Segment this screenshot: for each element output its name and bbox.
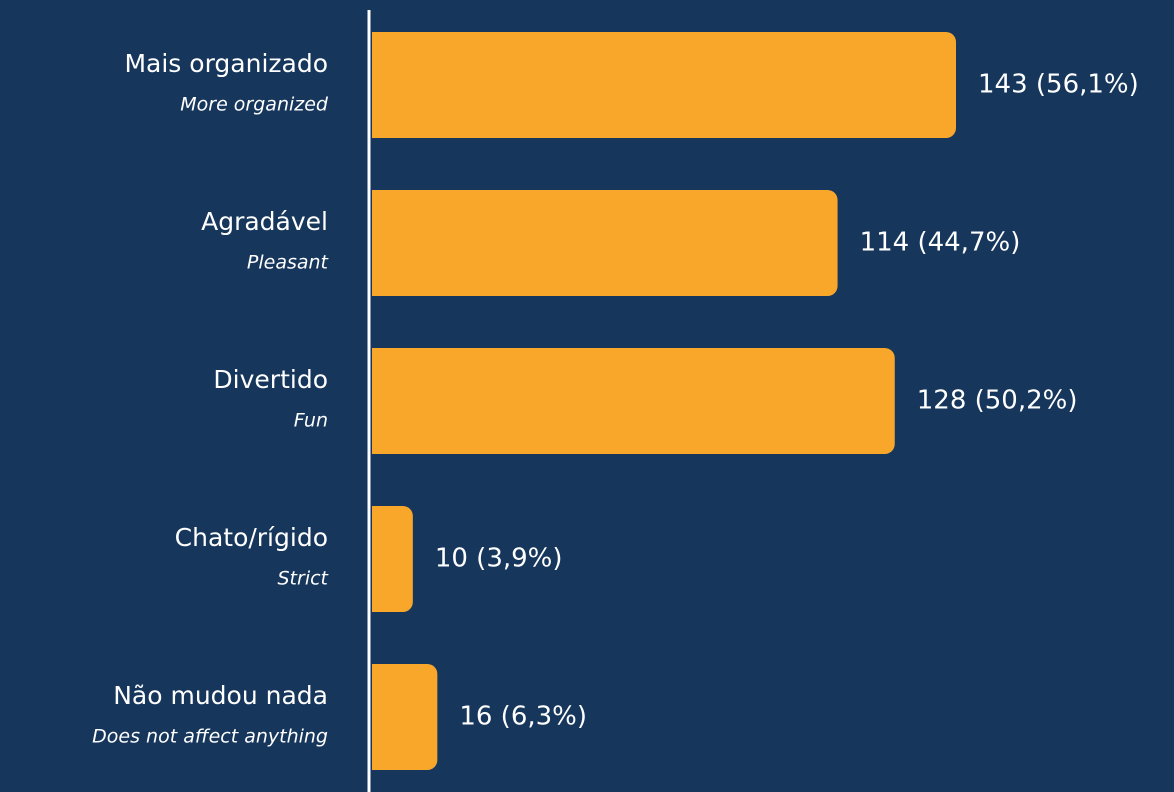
category-label: Chato/rígido <box>175 523 328 552</box>
bar <box>372 664 438 770</box>
category-label: Mais organizado <box>124 49 328 78</box>
value-label: 128 (50,2%) <box>917 386 1078 416</box>
category-label: Agradável <box>201 207 328 236</box>
value-label: 143 (56,1%) <box>978 70 1139 100</box>
category-label: Divertido <box>213 365 328 394</box>
category-translation: Strict <box>278 568 330 590</box>
category-translation: More organized <box>180 94 329 116</box>
category-translation: Fun <box>294 410 328 432</box>
bar <box>372 348 895 454</box>
category-label: Não mudou nada <box>113 681 328 710</box>
category-translation: Pleasant <box>247 252 330 274</box>
bar <box>371 190 838 296</box>
bar <box>372 32 956 138</box>
value-label: 10 (3,9%) <box>435 544 563 574</box>
category-translation: Does not affect anything <box>92 726 328 748</box>
value-label: 16 (6,3%) <box>459 702 587 732</box>
value-label: 114 (44,7%) <box>860 228 1021 258</box>
bar <box>372 506 413 612</box>
